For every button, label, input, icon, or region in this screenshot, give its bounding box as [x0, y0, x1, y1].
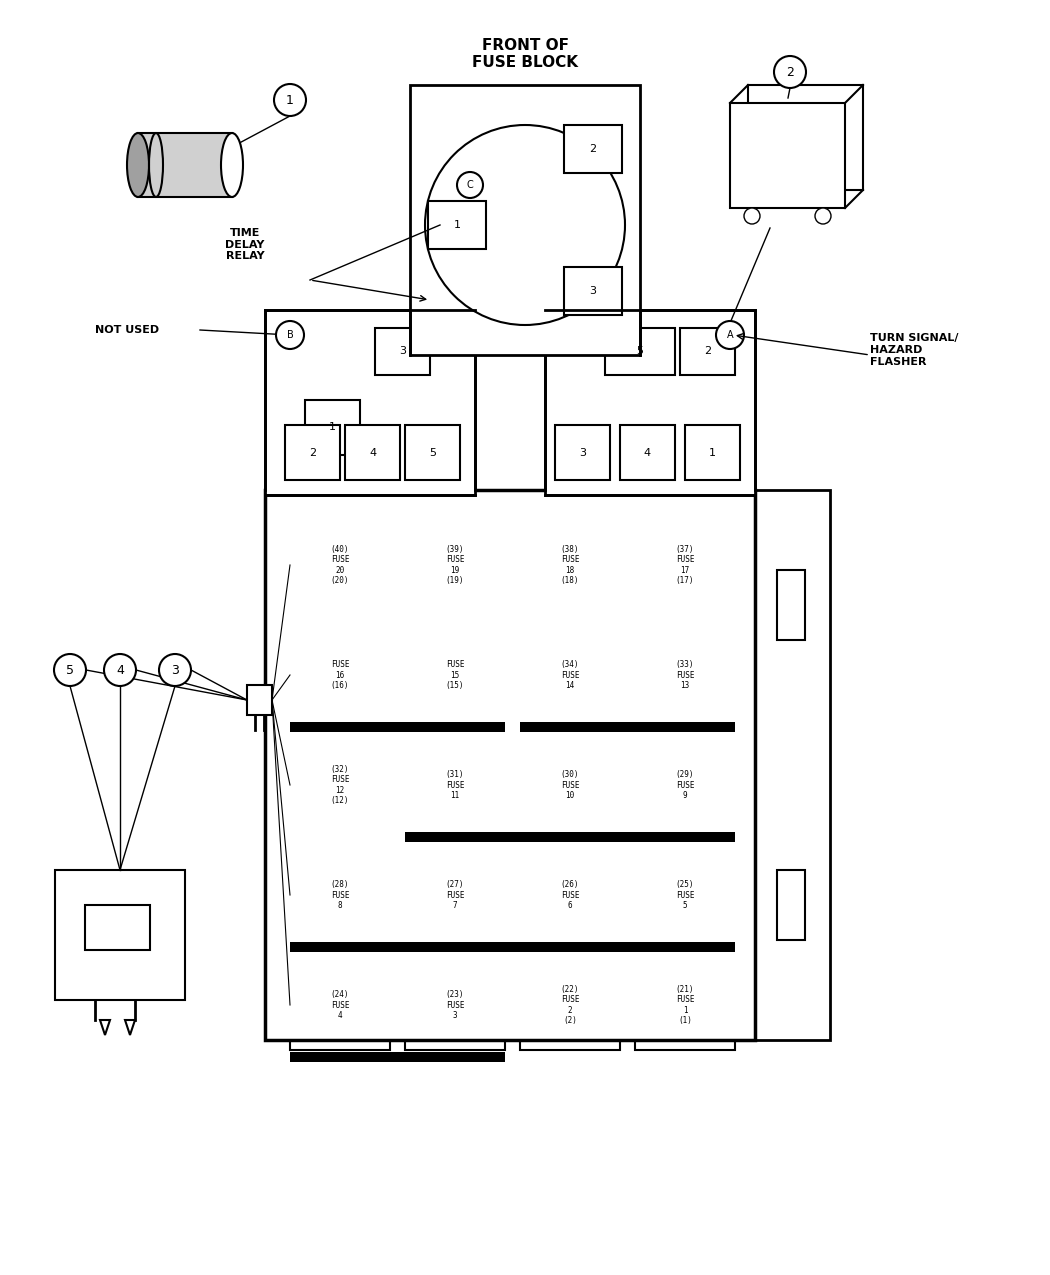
Bar — [564, 125, 622, 173]
Text: (38)
FUSE
18
(18): (38) FUSE 18 (18) — [561, 544, 580, 585]
Bar — [555, 425, 610, 479]
Circle shape — [104, 654, 136, 686]
Text: A: A — [727, 330, 733, 340]
Ellipse shape — [127, 133, 149, 198]
Text: 4: 4 — [369, 448, 376, 458]
Bar — [290, 850, 390, 940]
Bar — [680, 328, 735, 375]
Circle shape — [774, 56, 806, 88]
Bar — [564, 266, 622, 315]
Bar — [290, 740, 390, 830]
Bar — [345, 425, 400, 479]
Text: FRONT OF
FUSE BLOCK: FRONT OF FUSE BLOCK — [472, 37, 578, 70]
Text: 1: 1 — [454, 221, 461, 230]
Bar — [290, 960, 390, 1051]
Bar — [428, 201, 486, 249]
Bar — [85, 905, 150, 950]
Circle shape — [425, 125, 625, 325]
Text: 4: 4 — [117, 663, 124, 677]
Bar — [290, 722, 505, 732]
Text: (21)
FUSE
1
(1): (21) FUSE 1 (1) — [676, 984, 694, 1025]
Bar — [777, 870, 805, 940]
Bar — [138, 133, 233, 198]
Text: (22)
FUSE
2
(2): (22) FUSE 2 (2) — [561, 984, 580, 1025]
Bar — [520, 740, 620, 830]
Bar — [405, 425, 460, 479]
Text: (25)
FUSE
5: (25) FUSE 5 — [676, 880, 694, 910]
Text: (26)
FUSE
6: (26) FUSE 6 — [561, 880, 580, 910]
Text: B: B — [287, 330, 293, 340]
Bar — [55, 870, 185, 1000]
Text: (33)
FUSE
13: (33) FUSE 13 — [676, 660, 694, 690]
Bar — [520, 630, 620, 720]
Bar — [777, 570, 805, 640]
Text: 1: 1 — [329, 422, 336, 432]
Bar — [605, 328, 675, 375]
Text: 1: 1 — [286, 93, 294, 107]
Circle shape — [815, 208, 831, 224]
Bar — [375, 328, 430, 375]
Bar — [520, 960, 620, 1051]
Bar — [290, 630, 390, 720]
Text: C: C — [466, 180, 474, 190]
Text: 4: 4 — [644, 448, 651, 458]
Bar — [520, 722, 735, 732]
Bar — [265, 490, 755, 1040]
Text: TURN SIGNAL/
HAZARD
FLASHER: TURN SIGNAL/ HAZARD FLASHER — [870, 333, 959, 367]
Text: 5: 5 — [636, 347, 644, 357]
Bar — [730, 103, 845, 208]
Text: (23)
FUSE
3: (23) FUSE 3 — [446, 991, 464, 1020]
Text: 5: 5 — [66, 663, 74, 677]
Text: 3: 3 — [589, 286, 596, 296]
Text: (28)
FUSE
8: (28) FUSE 8 — [331, 880, 350, 910]
Text: 2: 2 — [704, 347, 711, 357]
Text: (34)
FUSE
14: (34) FUSE 14 — [561, 660, 580, 690]
Bar — [290, 942, 735, 952]
Bar — [635, 850, 735, 940]
Text: (40)
FUSE
20
(20): (40) FUSE 20 (20) — [331, 544, 350, 585]
Circle shape — [54, 654, 86, 686]
Text: (39)
FUSE
19
(19): (39) FUSE 19 (19) — [446, 544, 464, 585]
Circle shape — [744, 208, 760, 224]
Text: (29)
FUSE
9: (29) FUSE 9 — [676, 770, 694, 799]
Text: (27)
FUSE
7: (27) FUSE 7 — [446, 880, 464, 910]
Bar — [410, 85, 640, 354]
Circle shape — [276, 321, 304, 349]
Bar — [290, 520, 390, 609]
Text: (31)
FUSE
11: (31) FUSE 11 — [446, 770, 464, 799]
Text: 2: 2 — [589, 144, 596, 154]
Text: 3: 3 — [171, 663, 178, 677]
Bar — [635, 630, 735, 720]
Text: 5: 5 — [429, 448, 436, 458]
Bar — [545, 310, 755, 495]
Bar — [685, 425, 740, 479]
Text: (30)
FUSE
10: (30) FUSE 10 — [561, 770, 580, 799]
Text: (32)
FUSE
12
(12): (32) FUSE 12 (12) — [331, 765, 350, 805]
Bar — [405, 740, 505, 830]
Bar — [405, 630, 505, 720]
Text: 3: 3 — [579, 448, 586, 458]
Text: 1: 1 — [709, 448, 716, 458]
Bar — [290, 1052, 505, 1062]
Circle shape — [716, 321, 744, 349]
Bar — [405, 520, 505, 609]
Polygon shape — [100, 1020, 110, 1035]
Text: FUSE
15
(15): FUSE 15 (15) — [446, 660, 464, 690]
Circle shape — [274, 84, 306, 116]
Bar — [520, 520, 620, 609]
Bar — [520, 850, 620, 940]
Text: 2: 2 — [309, 448, 316, 458]
Bar — [635, 960, 735, 1051]
Bar — [620, 425, 675, 479]
Text: (37)
FUSE
17
(17): (37) FUSE 17 (17) — [676, 544, 694, 585]
Bar — [265, 310, 475, 495]
Bar — [748, 85, 863, 190]
Bar — [285, 425, 340, 479]
Text: NOT USED: NOT USED — [94, 325, 160, 335]
Bar — [755, 490, 830, 1040]
Text: (24)
FUSE
4: (24) FUSE 4 — [331, 991, 350, 1020]
Polygon shape — [125, 1020, 135, 1035]
Text: FUSE
16
(16): FUSE 16 (16) — [331, 660, 350, 690]
Bar — [405, 960, 505, 1051]
Text: 2: 2 — [786, 65, 794, 79]
